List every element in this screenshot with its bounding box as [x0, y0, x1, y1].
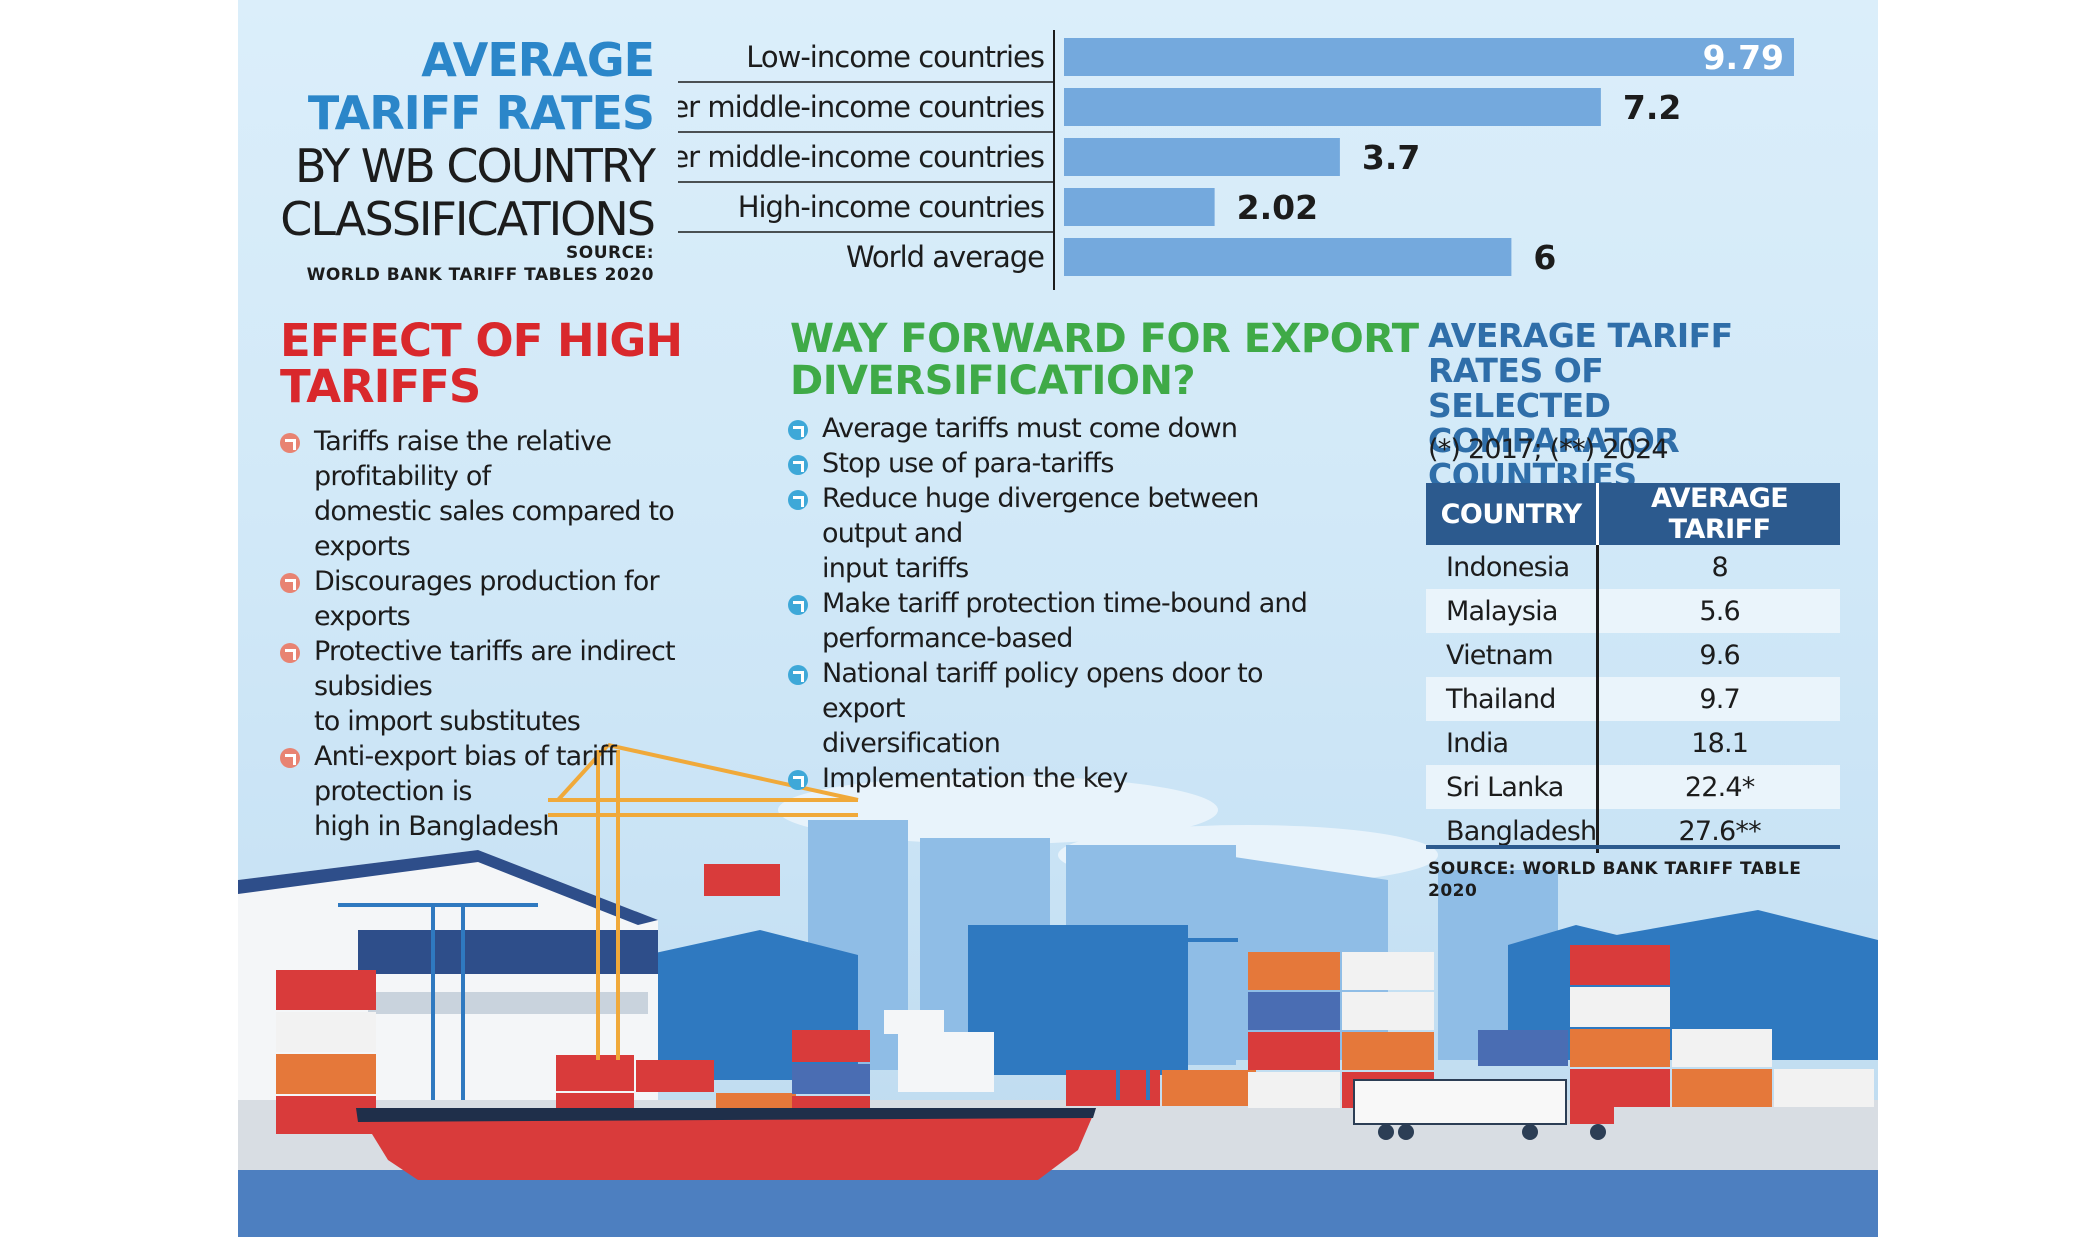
country-cell: Vietnam [1426, 633, 1600, 677]
list-item: Implementation the key [788, 761, 1328, 796]
bar-chart-title-line2: TARIFF RATES [307, 86, 655, 140]
table-row: Malaysia 5.6 [1426, 589, 1840, 633]
list-item: Discourages production for exports [280, 564, 750, 634]
arrow-bullet-icon [788, 420, 808, 440]
comparator-source-line1: SOURCE: WORLD BANK TARIFF TABLE [1428, 859, 1802, 879]
bar [1064, 138, 1340, 176]
arrow-bullet-icon [788, 770, 808, 790]
comparator-note: (*) 2017; (**) 2024 [1428, 434, 1669, 465]
arrow-bullet-icon [280, 643, 300, 663]
way-forward-list: Average tariffs must come down Stop use … [788, 411, 1328, 796]
country-cell: Malaysia [1426, 589, 1600, 633]
category-label: Lower middle-income countries [678, 90, 1044, 124]
water [238, 1170, 1878, 1237]
tariff-cell: 9.6 [1699, 639, 1740, 671]
tariff-cell: 27.6** [1678, 815, 1761, 847]
arrow-bullet-icon [788, 455, 808, 475]
value-label: 2.02 [1237, 188, 1318, 227]
list-item: Average tariffs must come down [788, 411, 1328, 446]
arrow-bullet-icon [788, 665, 808, 685]
bar [1064, 88, 1601, 126]
comparator-title-line1: AVERAGE TARIFF RATES OF [1428, 316, 1733, 390]
list-item: Anti-export bias of tariff protection is… [280, 739, 750, 844]
column-header-country: COUNTRY [1426, 483, 1600, 545]
tariff-cell: 5.6 [1597, 589, 1840, 633]
country-cell: Thailand [1426, 677, 1600, 721]
list-item: Stop use of para-tariffs [788, 446, 1328, 481]
table-row: Thailand 9.7 [1426, 677, 1840, 721]
value-label: 7.2 [1623, 88, 1681, 127]
value-label: 6 [1533, 238, 1556, 277]
bar [1064, 188, 1215, 226]
port-scene-illustration [238, 743, 1878, 1237]
list-item: National tariff policy opens door to exp… [788, 656, 1328, 761]
effect-title-line2: TARIFFS [280, 360, 481, 413]
comparator-source-line2: 2020 [1428, 881, 1478, 901]
bar [1064, 38, 1794, 76]
bar-chart-title-line4: CLASSIFICATIONS [280, 192, 656, 246]
category-label: Upper middle-income countries [678, 140, 1044, 174]
country-cell: Sri Lanka [1426, 765, 1600, 809]
harbor-crane [338, 903, 1238, 1100]
table-row: India 18.1 [1426, 721, 1840, 765]
list-item: Reduce huge divergence between output an… [788, 481, 1328, 586]
arrow-bullet-icon [788, 490, 808, 510]
tariff-cell: 18.1 [1691, 727, 1749, 759]
bar-chart: Low-income countries 9.79 Lower middle-inc… [678, 30, 1794, 290]
bar-chart-source-label: SOURCE: [566, 243, 654, 263]
bar-chart-title-line1: AVERAGE [421, 33, 655, 87]
comparator-source: SOURCE: WORLD BANK TARIFF TABLE 2020 [1428, 858, 1848, 902]
tariff-cell: 8 [1711, 551, 1728, 583]
cargo-ship [356, 1010, 1096, 1180]
way-forward-title: WAY FORWARD FOR EXPORT DIVERSIFICATION? [790, 318, 1419, 402]
truck [1353, 1079, 1614, 1140]
arrow-bullet-icon [280, 748, 300, 768]
table-row: Vietnam 9.6 [1426, 633, 1840, 677]
arrow-bullet-icon [280, 573, 300, 593]
table-row: Sri Lanka 22.4* [1426, 765, 1840, 809]
arrow-bullet-icon [788, 595, 808, 615]
category-label: Low-income countries [746, 40, 1044, 74]
bar-chart-source-text: WORLD BANK TARIFF TABLES 2020 [306, 265, 654, 285]
bar-chart-source: SOURCE: WORLD BANK TARIFF TABLES 2020 [238, 242, 654, 286]
comparator-title: AVERAGE TARIFF RATES OF SELECTED COMPARA… [1428, 318, 1848, 493]
tariff-cell: 22.4* [1597, 765, 1840, 809]
effect-title-line1: EFFECT OF HIGH [280, 314, 683, 367]
infographic-panel: AVERAGE TARIFF RATES BY WB COUNTRY CLASS… [238, 0, 1878, 1237]
arrow-bullet-icon [280, 433, 300, 453]
country-cell: Indonesia [1426, 545, 1600, 589]
tower-crane [548, 743, 859, 1060]
table-bottom-rule [1426, 845, 1840, 849]
comparator-table: COUNTRY AVERAGE TARIFF Indonesia 8 Malays… [1426, 483, 1840, 853]
comparator-title-line2: SELECTED COMPARATOR [1428, 386, 1680, 460]
category-label: World average [846, 240, 1044, 274]
bar [1064, 238, 1512, 276]
way-forward-title-line2: DIVERSIFICATION? [790, 358, 1196, 404]
category-label: High-income countries [738, 190, 1044, 224]
list-item: Tariffs raise the relative profitability… [280, 424, 750, 564]
value-label: 9.79 [1703, 38, 1784, 77]
effect-list: Tariffs raise the relative profitability… [280, 424, 750, 844]
country-cell: India [1426, 721, 1600, 765]
bar-chart-title: AVERAGE TARIFF RATES BY WB COUNTRY CLASS… [238, 33, 656, 246]
list-item: Protective tariffs are indirect subsidie… [280, 634, 750, 739]
effect-title: EFFECT OF HIGH TARIFFS [280, 314, 683, 413]
way-forward-title-line1: WAY FORWARD FOR EXPORT [790, 316, 1419, 362]
table-header-row: COUNTRY AVERAGE TARIFF [1426, 483, 1840, 545]
table-row: Indonesia 8 [1426, 545, 1840, 589]
list-item: Make tariff protection time-bound and per… [788, 586, 1328, 656]
tariff-cell: 9.7 [1597, 677, 1840, 721]
value-label: 3.7 [1362, 138, 1420, 177]
bar-chart-title-line3: BY WB COUNTRY [294, 139, 656, 193]
column-header-tariff: AVERAGE TARIFF [1597, 483, 1840, 545]
